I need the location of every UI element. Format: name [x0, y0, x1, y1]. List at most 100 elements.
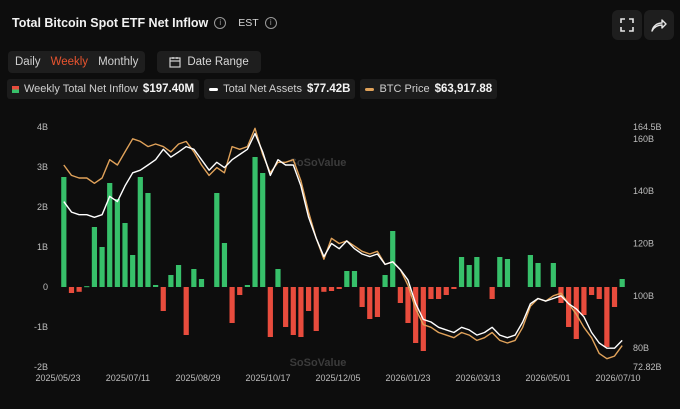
inflow-bar: [474, 257, 480, 287]
inflow-bar: [489, 287, 495, 299]
period-weekly[interactable]: Weekly: [50, 56, 89, 68]
x-tick-label: 2025/05/23: [35, 373, 80, 383]
inflow-bar: [604, 287, 610, 347]
inflow-bar: [68, 287, 75, 293]
period-selector: Daily Weekly Monthly: [8, 51, 146, 73]
share-button[interactable]: [644, 10, 674, 40]
inflow-bar: [405, 287, 411, 323]
bar-swatch-icon: [12, 85, 19, 93]
inflow-bar: [153, 285, 159, 287]
inflow-bar: [114, 199, 120, 287]
inflow-bar: [260, 173, 266, 287]
period-daily[interactable]: Daily: [15, 56, 41, 68]
y-tick-label: -2B: [34, 362, 48, 372]
inflow-bar: [76, 287, 82, 292]
inflow-bar: [527, 255, 533, 287]
fullscreen-button[interactable]: [612, 10, 642, 40]
chart-legend: Weekly Total Net Inflow $197.40M Total N…: [7, 79, 498, 99]
watermark-text: SoSoValue: [290, 157, 347, 169]
inflow-bar: [183, 287, 189, 335]
inflow-bar: [344, 271, 350, 287]
legend-label: Weekly Total Net Inflow: [24, 83, 138, 95]
inflow-bar: [267, 287, 273, 337]
inflow-bar: [160, 287, 166, 311]
x-tick-label: 2025/08/29: [175, 373, 220, 383]
x-tick-label: 2026/07/10: [595, 373, 640, 383]
inflow-bar: [198, 279, 205, 287]
inflow-bar: [451, 287, 457, 289]
x-tick-label: 2025/12/05: [315, 373, 360, 383]
line-swatch-icon: [209, 87, 219, 91]
y-tick-label: 3B: [37, 162, 48, 172]
y2-tick-label: 120B: [633, 238, 654, 248]
info-icon[interactable]: i: [214, 17, 227, 29]
inflow-bar: [443, 287, 449, 295]
inflow-bar: [367, 287, 373, 319]
inflow-bar: [566, 287, 572, 327]
y-tick-label: 0: [43, 282, 48, 292]
inflow-bar: [107, 183, 113, 287]
inflow-bar: [168, 275, 174, 287]
date-range-button[interactable]: Date Range: [157, 51, 261, 73]
legend-value: $197.40M: [142, 83, 195, 95]
inflow-bar: [137, 177, 143, 287]
y2-tick-label: 160B: [633, 134, 654, 144]
line-swatch-icon: [365, 87, 375, 91]
calendar-icon: [169, 57, 181, 68]
inflow-bar: [504, 259, 511, 287]
inflow-bar: [428, 287, 434, 299]
inflow-bar: [550, 263, 556, 287]
timezone-label: EST: [238, 17, 259, 29]
period-monthly[interactable]: Monthly: [98, 56, 139, 68]
inflow-bar: [237, 287, 243, 295]
inflow-bar: [397, 287, 403, 303]
x-tick-label: 2025/07/11: [106, 373, 150, 383]
inflow-bar: [229, 287, 235, 323]
inflow-bar: [458, 257, 465, 287]
legend-net-inflow[interactable]: Weekly Total Net Inflow $197.40M: [7, 79, 200, 99]
x-tick-label: 2026/01/23: [385, 373, 430, 383]
y-tick-label: -1B: [34, 322, 48, 332]
y2-tick-label: 100B: [633, 291, 654, 301]
inflow-bar: [175, 265, 182, 287]
inflow-bar: [374, 287, 381, 317]
y2-tick-label: 164.5B: [633, 122, 662, 132]
inflow-bar: [390, 231, 396, 287]
inflow-bar: [581, 287, 587, 315]
inflow-bar: [221, 243, 228, 287]
inflow-bar: [305, 287, 312, 311]
inflow-bar: [298, 287, 304, 337]
inflow-bar: [596, 287, 602, 299]
legend-net-assets[interactable]: Total Net Assets $77.42B: [204, 79, 356, 99]
y2-tick-label: 72.82B: [633, 362, 662, 372]
watermark-text: SoSoValue: [290, 357, 347, 369]
inflow-bar: [130, 255, 136, 287]
inflow-bar: [611, 287, 618, 307]
page-title: Total Bitcoin Spot ETF Net Inflow: [12, 16, 209, 30]
legend-label: Total Net Assets: [223, 83, 302, 95]
inflow-bar: [313, 287, 319, 331]
inflow-bar: [619, 279, 625, 287]
inflow-bar: [336, 287, 342, 289]
x-tick-label: 2026/05/01: [525, 373, 570, 383]
y-tick-label: 1B: [37, 242, 48, 252]
x-tick-label: 2026/03/13: [455, 373, 500, 383]
inflow-bar: [351, 271, 358, 287]
timezone-info-icon[interactable]: i: [264, 17, 277, 29]
inflow-bar: [558, 287, 564, 303]
inflow-bar: [122, 223, 128, 287]
date-range-label: Date Range: [187, 56, 249, 68]
legend-value: $63,917.88: [434, 83, 493, 95]
inflow-bar: [99, 247, 105, 287]
inflow-bar: [588, 287, 595, 295]
x-tick-label: 2025/10/17: [245, 373, 290, 383]
chart-header: Total Bitcoin Spot ETF Net Inflow i EST …: [12, 16, 277, 30]
inflow-bar: [191, 269, 197, 287]
inflow-bar: [84, 286, 90, 288]
legend-btc-price[interactable]: BTC Price $63,917.88: [360, 79, 498, 99]
inflow-bar: [382, 275, 388, 287]
legend-label: BTC Price: [379, 83, 430, 95]
inflow-bar: [91, 227, 98, 287]
share-icon: [651, 19, 667, 32]
